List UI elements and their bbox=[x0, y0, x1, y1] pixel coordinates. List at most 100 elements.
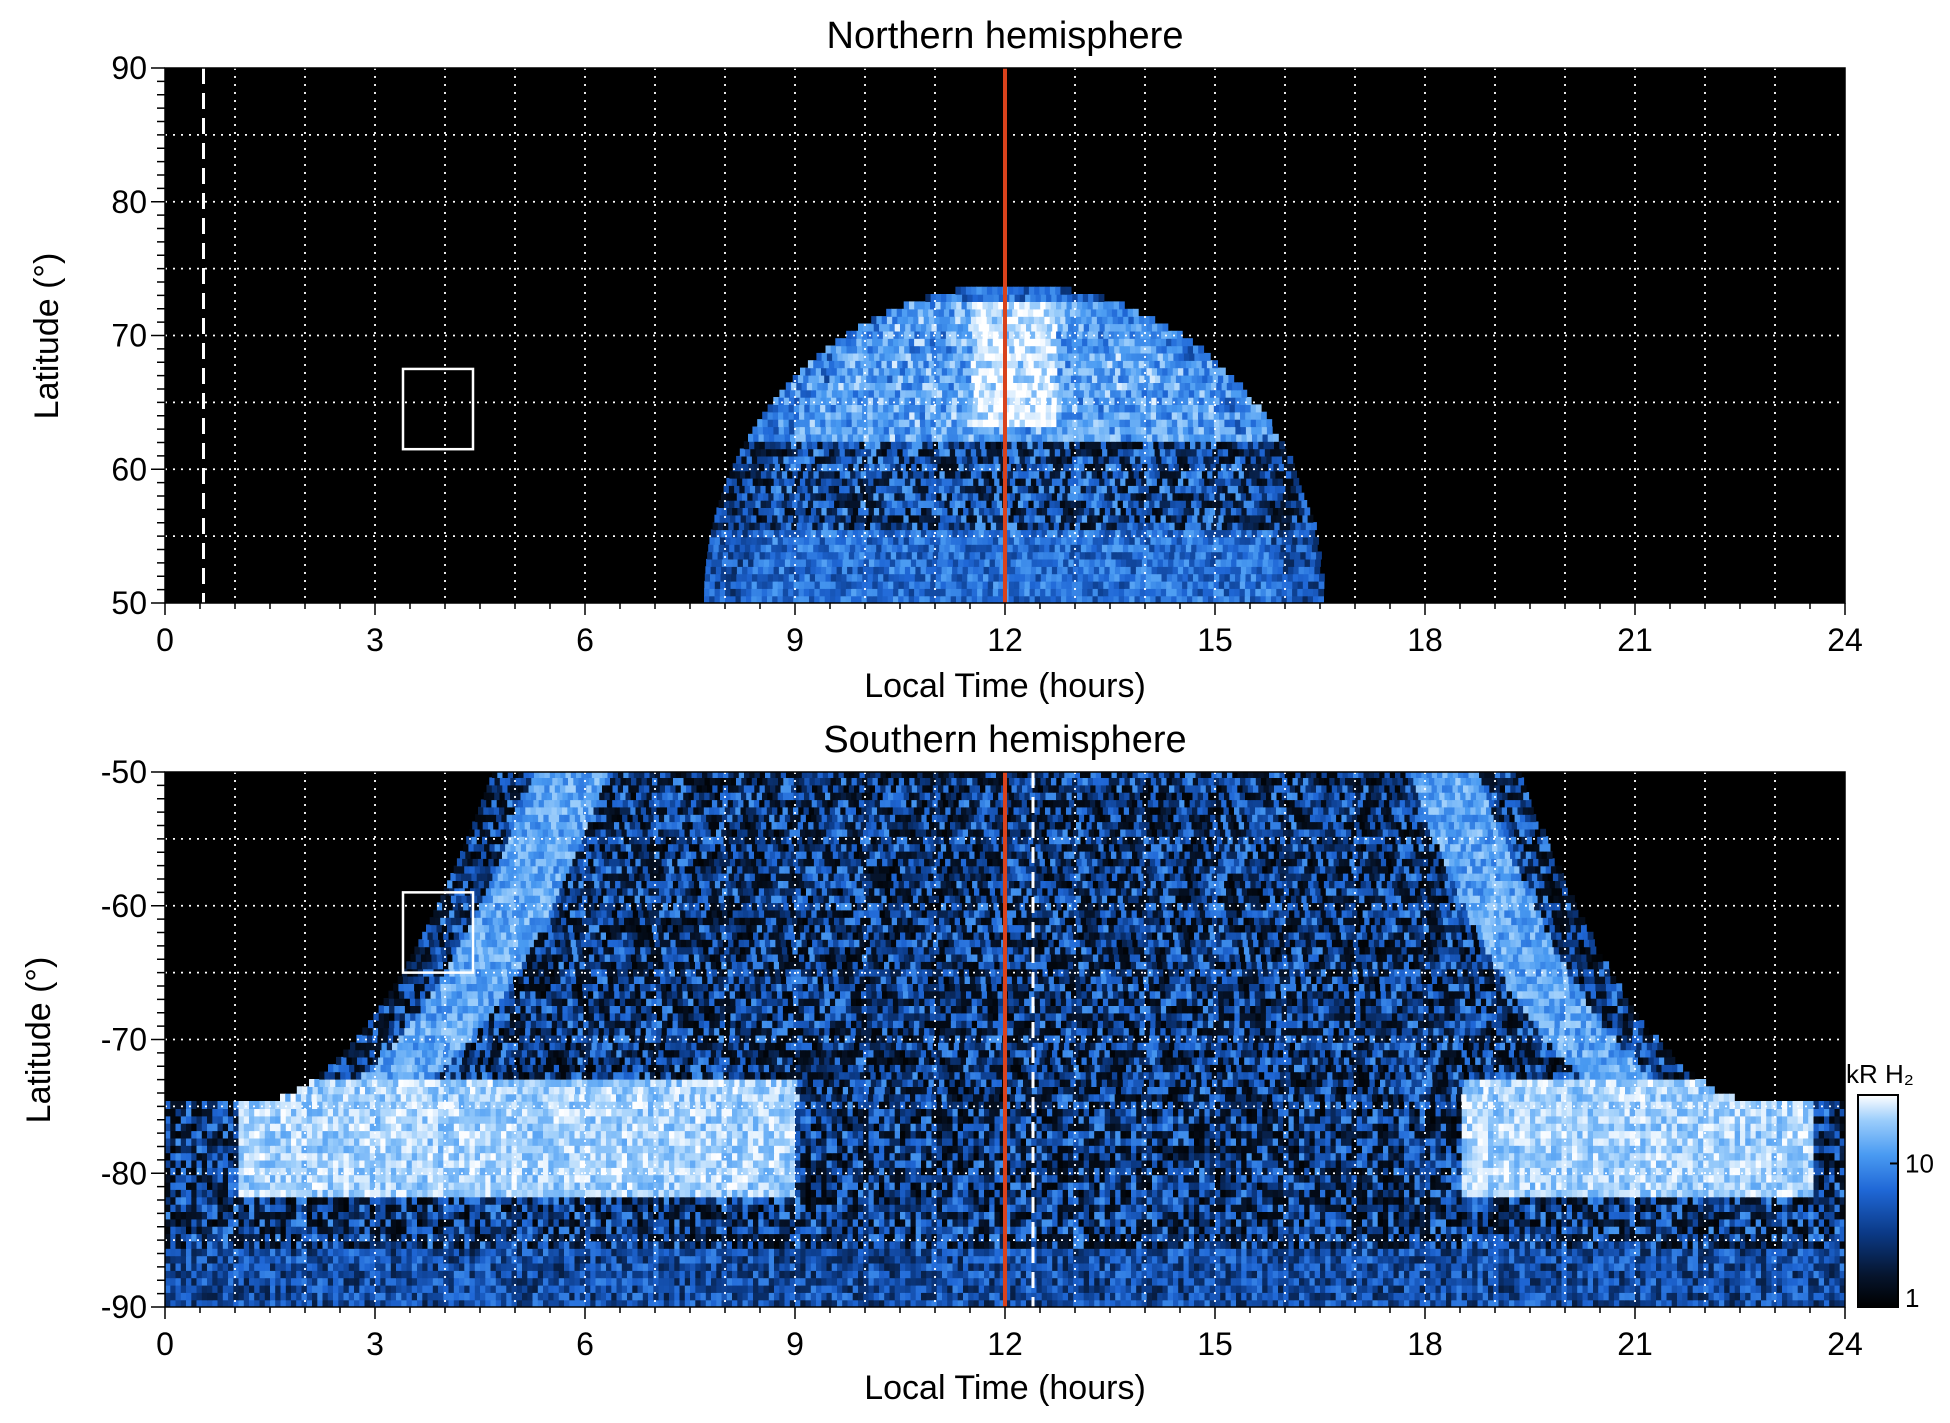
emission-cell bbox=[903, 301, 910, 310]
emission-cell bbox=[165, 1292, 171, 1301]
emission-cell bbox=[835, 514, 841, 523]
emission-cell bbox=[1018, 316, 1024, 325]
emission-cell bbox=[952, 558, 959, 567]
emission-cell bbox=[816, 389, 822, 398]
emission-cell bbox=[1064, 485, 1071, 494]
emission-cell bbox=[1018, 375, 1025, 383]
emission-cell bbox=[716, 529, 722, 538]
emission-cell bbox=[459, 1299, 465, 1307]
emission-cell bbox=[1040, 338, 1046, 347]
emission-cell bbox=[1201, 448, 1208, 457]
emission-cell bbox=[1179, 551, 1186, 560]
emission-cell bbox=[800, 1299, 807, 1307]
emission-cell bbox=[1165, 514, 1172, 523]
emission-cell bbox=[1162, 507, 1169, 516]
emission-cell bbox=[1133, 375, 1140, 383]
emission-cell bbox=[1096, 316, 1103, 325]
emission-cell bbox=[1129, 330, 1136, 339]
emission-cell bbox=[1061, 536, 1067, 545]
emission-cell bbox=[1015, 367, 1022, 376]
emission-cell bbox=[960, 360, 966, 369]
emission-cell bbox=[847, 352, 854, 361]
emission-cell bbox=[621, 1292, 628, 1301]
emission-cell bbox=[1259, 470, 1266, 479]
emission-cell bbox=[1540, 1292, 1547, 1301]
emission-cell bbox=[863, 389, 870, 398]
emission-cell bbox=[1185, 522, 1191, 531]
emission-cell bbox=[929, 536, 936, 545]
emission-cell bbox=[175, 1299, 182, 1307]
emission-cell bbox=[982, 588, 989, 597]
emission-cell bbox=[1044, 316, 1051, 325]
emission-cell bbox=[1051, 566, 1058, 575]
emission-cell bbox=[835, 588, 842, 597]
emission-cell bbox=[359, 1299, 366, 1307]
emission-cell bbox=[901, 441, 908, 450]
emission-cell bbox=[1106, 382, 1112, 391]
emission-cell bbox=[775, 551, 782, 560]
emission-cell bbox=[993, 455, 1000, 464]
emission-cell bbox=[989, 433, 996, 442]
emission-cell bbox=[718, 544, 725, 553]
emission-cell bbox=[856, 514, 862, 523]
emission-cell bbox=[770, 522, 777, 531]
emission-cell bbox=[756, 514, 763, 523]
emission-cell bbox=[1171, 455, 1178, 464]
emission-cell bbox=[1015, 1299, 1022, 1307]
emission-cell bbox=[1228, 375, 1235, 383]
emission-cell bbox=[1288, 1292, 1295, 1301]
emission-cell bbox=[1036, 558, 1043, 567]
emission-cell bbox=[1054, 485, 1061, 494]
emission-cell bbox=[999, 507, 1006, 516]
emission-cell bbox=[1049, 544, 1056, 553]
emission-cell bbox=[841, 397, 848, 405]
emission-cell bbox=[1221, 551, 1228, 560]
emission-cell bbox=[982, 514, 988, 523]
emission-cell bbox=[1077, 455, 1084, 464]
emission-cell bbox=[752, 492, 759, 501]
emission-cell bbox=[1085, 308, 1092, 317]
emission-cell bbox=[958, 352, 964, 361]
emission-cell bbox=[1056, 294, 1063, 302]
emission-cell bbox=[165, 1299, 171, 1307]
emission-cell bbox=[910, 1284, 917, 1293]
emission-cell bbox=[944, 544, 951, 553]
emission-cell bbox=[1206, 500, 1213, 508]
emission-cell bbox=[1029, 514, 1036, 523]
emission-cell bbox=[369, 1299, 376, 1307]
emission-cell bbox=[1286, 595, 1293, 603]
emission-cell bbox=[820, 566, 827, 575]
emission-cell bbox=[977, 411, 984, 420]
emission-cell bbox=[1246, 492, 1252, 501]
emission-cell bbox=[730, 595, 737, 603]
emission-cell bbox=[1201, 500, 1208, 508]
emission-cell bbox=[1245, 404, 1252, 413]
emission-cell bbox=[969, 382, 976, 391]
emission-cell bbox=[1151, 367, 1158, 376]
emission-cell bbox=[1115, 433, 1122, 442]
emission-cell bbox=[1640, 1292, 1646, 1301]
emission-cell bbox=[1145, 573, 1152, 582]
emission-cell bbox=[684, 1284, 691, 1293]
emission-cell bbox=[1098, 426, 1105, 435]
emission-cell bbox=[942, 507, 948, 516]
emission-cell bbox=[935, 301, 941, 310]
emission-cell bbox=[855, 375, 862, 383]
emission-cell bbox=[1067, 566, 1074, 575]
emission-cell bbox=[1210, 463, 1217, 472]
emission-cell bbox=[862, 477, 869, 486]
emission-cell bbox=[1062, 1284, 1069, 1293]
emission-cell bbox=[1064, 551, 1070, 560]
emission-cell bbox=[1047, 1299, 1053, 1307]
emission-cell bbox=[1017, 360, 1024, 369]
emission-cell bbox=[849, 544, 856, 553]
emission-cell bbox=[1256, 426, 1263, 435]
emission-cell bbox=[756, 580, 763, 589]
emission-cell bbox=[1061, 580, 1068, 589]
emission-cell bbox=[1251, 426, 1257, 435]
emission-cell bbox=[1186, 375, 1193, 383]
emission-cell bbox=[1105, 463, 1112, 472]
emission-cell bbox=[1140, 345, 1147, 354]
emission-cell bbox=[889, 558, 896, 567]
